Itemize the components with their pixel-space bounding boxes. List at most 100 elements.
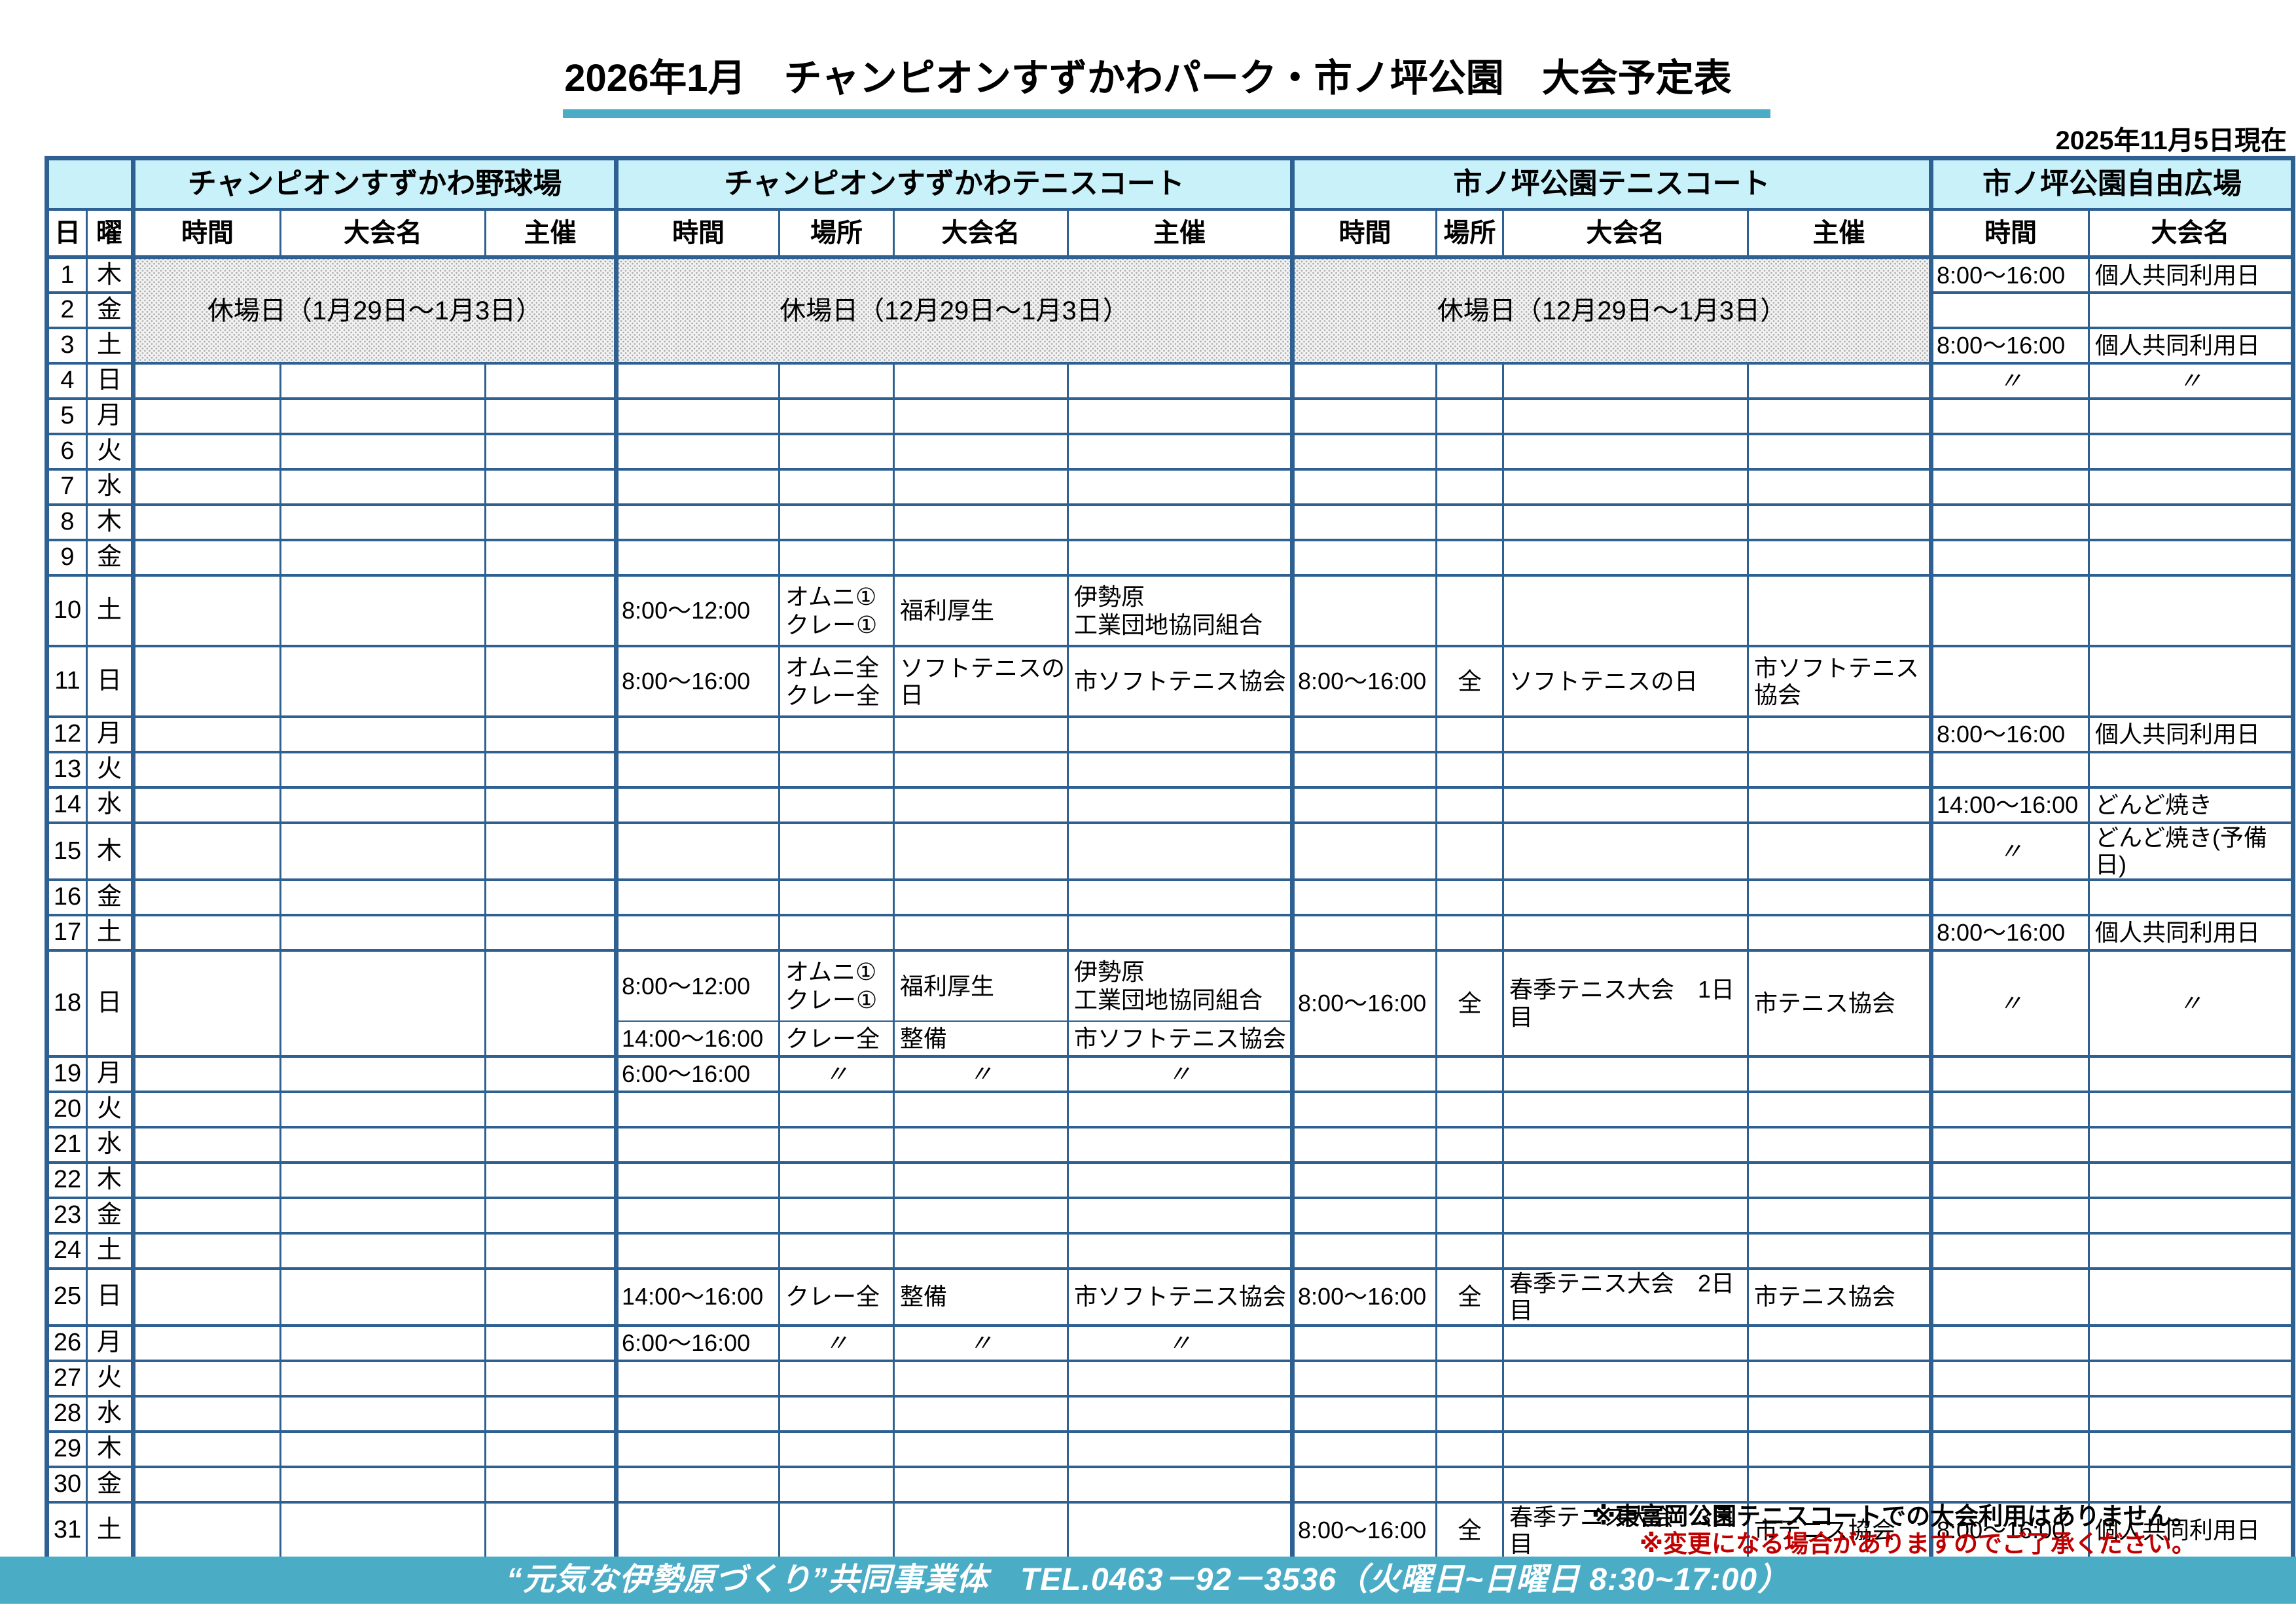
plaza-event-cell [2088,291,2295,329]
tennis-event-cell [893,468,1069,506]
plaza-time-cell [1929,751,2090,789]
park-tennis-place-cell [1435,1161,1505,1199]
tennis-event-cell [893,878,1069,916]
baseball-event-cell [279,1161,486,1199]
park-tennis-place-cell [1435,574,1505,647]
park-tennis-place-cell: 全 [1435,1500,1505,1562]
baseball-time-cell [131,878,281,916]
park-tennis-time-cell [1290,1394,1438,1433]
plaza-time-cell: 8:00～16:00 [1929,256,2090,294]
baseball-time-cell [131,503,281,541]
col-header: 大会名 [279,208,486,259]
baseball-host-cell [484,539,618,577]
baseball-host-cell [484,878,618,916]
day-cell: 26 [46,1324,88,1362]
day-cell: 5 [46,397,88,435]
park-tennis-event-cell: 春季テニス大会 1日目 [1502,948,1749,1058]
day-cell: 3 [46,327,88,365]
baseball-event-cell [279,1231,486,1270]
column-header-row: 日 曜 時間 大会名 主催 時間 場所 大会名 主催 時間 場所 大会名 主催 … [46,208,2295,259]
weekday-cell: 木 [86,821,134,881]
table-row: 23 金 [46,1196,2295,1235]
park-tennis-place-cell [1435,1090,1505,1128]
day-cell: 15 [46,821,88,881]
tennis-event-cell [893,1430,1069,1468]
park-tennis-place-cell: 全 [1435,645,1505,718]
baseball-time-cell [131,1394,281,1433]
park-tennis-event-cell [1502,1231,1749,1270]
baseball-closed-cell: 休場日（1月29日～1月3日） [130,256,618,365]
baseball-host-cell [484,1231,618,1270]
day-cell: 24 [46,1231,88,1270]
footnote-line1: ※東富岡公園テニスコートでの大会利用はありません。 [1592,1503,2196,1530]
plaza-event-cell: どんど焼き(予備日) [2088,821,2295,881]
park-tennis-host-cell: 市テニス協会 [1747,1267,1933,1327]
tennis-place-cell [778,433,895,471]
col-header: 時間 [1929,208,2090,259]
park-tennis-time-cell [1290,1359,1438,1398]
plaza-time-cell [1929,645,2090,718]
tennis-host-cell: 〃 [1067,1324,1294,1362]
plaza-time-cell [1929,1394,2090,1433]
tennis-place-cell [778,1500,895,1562]
plaza-event-cell: 個人共同利用日 [2088,913,2295,952]
park-tennis-host-cell [1747,1161,1933,1199]
baseball-time-cell [131,468,281,506]
baseball-host-cell [484,948,618,1058]
park-tennis-event-cell: 春季テニス大会 2日目 [1502,1267,1749,1327]
plaza-time-cell [1929,468,2090,506]
baseball-host-cell [484,397,618,435]
plaza-time-cell: 8:00～16:00 [1929,913,2090,952]
tennis-place-cell [778,1125,895,1164]
park-tennis-time-cell: 8:00～16:00 [1290,645,1438,718]
col-header: 場所 [1435,208,1505,259]
park-tennis-time-cell [1290,786,1438,824]
col-header: 主催 [1747,208,1933,259]
tennis-event-cell [893,1394,1069,1433]
park-tennis-host-cell [1747,1196,1933,1235]
tennis-event-cell [893,1090,1069,1128]
park-tennis-time-cell [1290,1196,1438,1235]
park-tennis-host-cell [1747,1394,1933,1433]
tennis-host-cell: 市ソフトテニス協会 [1067,1020,1294,1058]
day-cell: 2 [46,291,88,329]
weekday-cell: 火 [86,751,134,789]
weekday-cell: 木 [86,256,134,294]
tennis-time-cell [614,751,781,789]
tennis-place-cell: オムニ① クレー① [778,948,895,1022]
tennis-host-cell: 〃 [1067,1055,1294,1093]
baseball-time-cell [131,1055,281,1093]
baseball-host-cell [484,821,618,881]
tennis-place-cell [778,397,895,435]
weekday-cell: 火 [86,1090,134,1128]
baseball-time-cell [131,786,281,824]
weekday-cell: 木 [86,503,134,541]
table-row: 12 月 8:00～16:00 個人共同利用日 [46,715,2295,753]
park-tennis-time-cell [1290,574,1438,647]
day-cell: 22 [46,1161,88,1199]
tennis-event-cell [893,503,1069,541]
tennis-time-cell [614,913,781,952]
baseball-event-cell [279,1430,486,1468]
tennis-place-cell: 〃 [778,1324,895,1362]
baseball-host-cell [484,1430,618,1468]
tennis-event-cell [893,715,1069,753]
baseball-event-cell [279,948,486,1058]
tennis-host-cell: 伊勢原 工業団地協同組合 [1067,948,1294,1022]
park-tennis-place-cell [1435,362,1505,400]
baseball-event-cell [279,1267,486,1327]
baseball-time-cell [131,574,281,647]
weekday-cell: 金 [86,1196,134,1235]
day-cell: 11 [46,645,88,718]
baseball-time-cell [131,362,281,400]
col-header: 時間 [131,208,281,259]
tennis-host-cell [1067,468,1294,506]
weekday-cell: 金 [86,1465,134,1504]
baseball-event-cell [279,913,486,952]
day-cell: 19 [46,1055,88,1093]
tennis-place-cell [778,539,895,577]
baseball-time-cell [131,539,281,577]
tennis-host-cell [1067,362,1294,400]
